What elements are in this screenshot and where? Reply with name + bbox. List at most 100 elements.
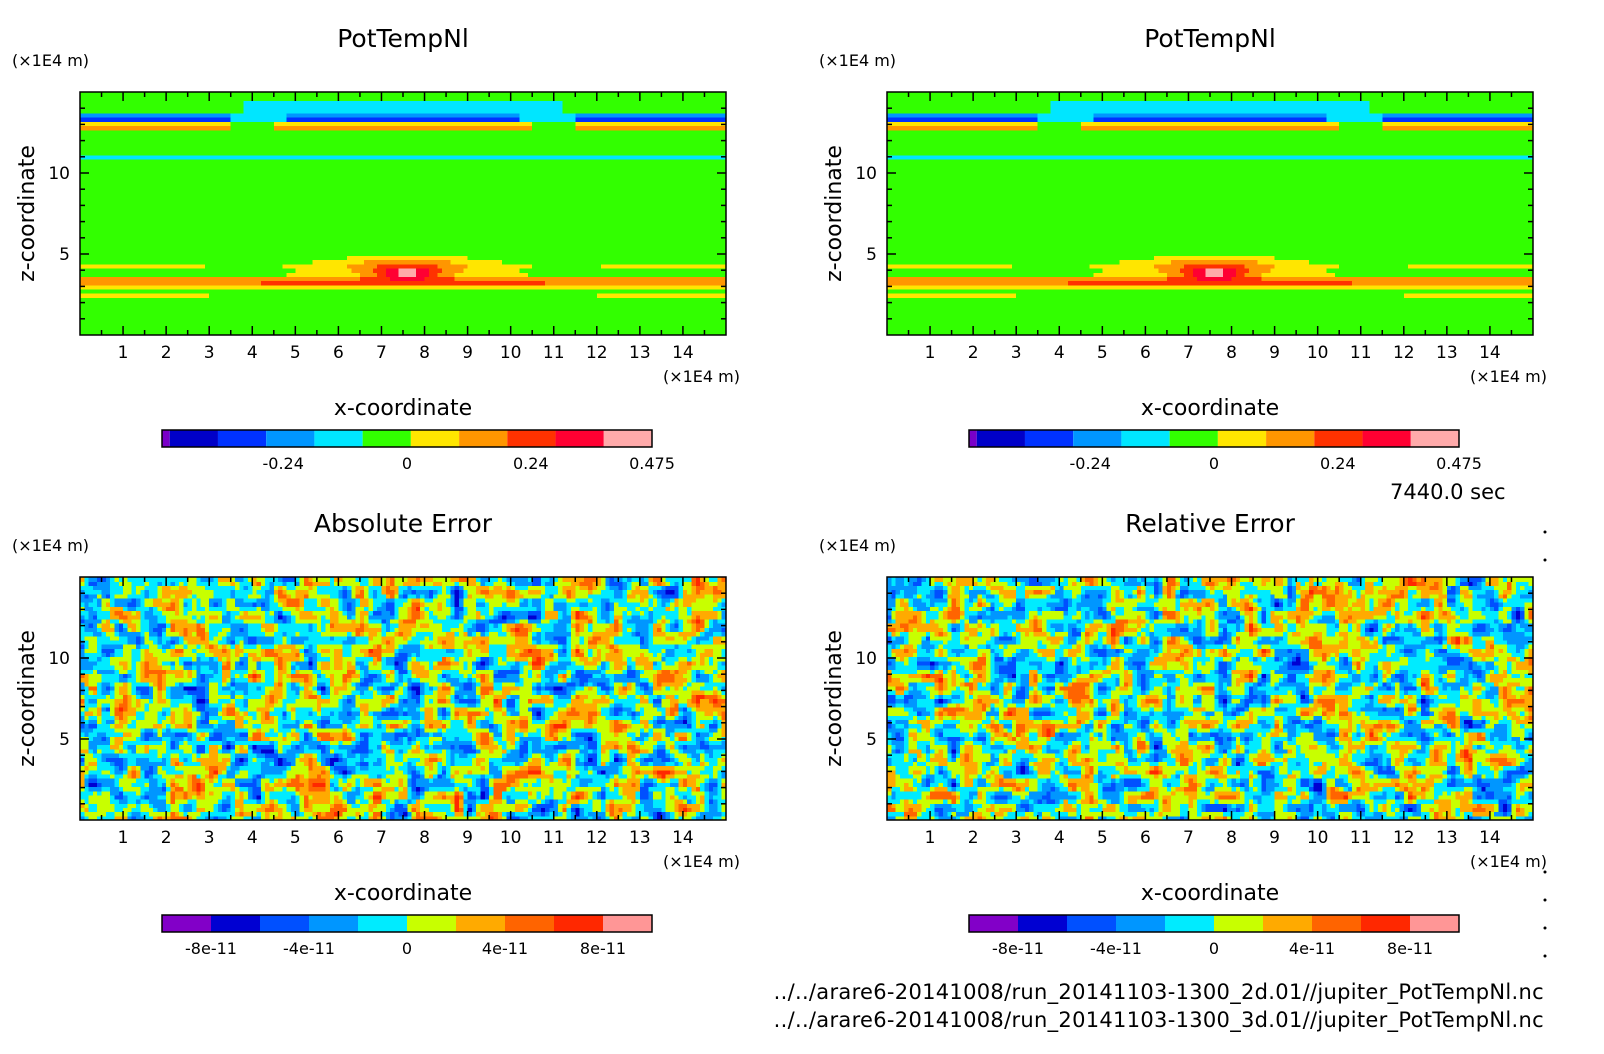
- heatmap-cell: [347, 310, 352, 315]
- heatmap-cell: [304, 318, 309, 323]
- heatmap-cell: [136, 327, 141, 332]
- heatmap-cell: [554, 318, 559, 323]
- heatmap-cell: [394, 306, 399, 311]
- heatmap-cell: [114, 314, 119, 319]
- heatmap-cell: [325, 318, 330, 323]
- heatmap-cell: [692, 322, 697, 327]
- heatmap-cell: [549, 318, 554, 323]
- heatmap-cell: [145, 322, 150, 327]
- heatmap-cell: [463, 318, 468, 323]
- heatmap-cell: [347, 306, 352, 311]
- heatmap-cell: [334, 314, 339, 319]
- heatmap-cell: [110, 301, 115, 306]
- heatmap-cell: [235, 322, 240, 327]
- heatmap-cell: [640, 310, 645, 315]
- heatmap-cell: [338, 318, 343, 323]
- heatmap-cell: [179, 318, 184, 323]
- heatmap-cell: [282, 322, 287, 327]
- heatmap-cell: [683, 310, 688, 315]
- heatmap-cell: [562, 318, 567, 323]
- heatmap-cell: [403, 306, 408, 311]
- heatmap-cell: [300, 310, 305, 315]
- heatmap-cell: [636, 306, 641, 311]
- heatmap-cell: [321, 314, 326, 319]
- heatmap-cell: [515, 310, 520, 315]
- heatmap-cell: [261, 318, 266, 323]
- heatmap-cell: [537, 318, 542, 323]
- heatmap-cell: [347, 314, 352, 319]
- heatmap-cell: [713, 310, 718, 315]
- heatmap-cell: [196, 306, 201, 311]
- heatmap-cell: [386, 306, 391, 311]
- heatmap-cell: [644, 306, 649, 311]
- heatmap-cell: [459, 318, 464, 323]
- heatmap-cell: [648, 310, 653, 315]
- heatmap-cell: [558, 306, 563, 311]
- heatmap-cell: [459, 306, 464, 311]
- heatmap-cell: [218, 318, 223, 323]
- heatmap-cell: [412, 327, 417, 332]
- heatmap-cell: [166, 306, 171, 311]
- heatmap-cell: [166, 314, 171, 319]
- heatmap-cell: [274, 322, 279, 327]
- heatmap-cell: [153, 327, 158, 332]
- heatmap-cell: [567, 322, 572, 327]
- heatmap-cell: [123, 301, 128, 306]
- heatmap-cell: [84, 301, 89, 306]
- heatmap-cell: [244, 318, 249, 323]
- heatmap-cell: [179, 322, 184, 327]
- heatmap-cell: [149, 318, 154, 323]
- heatmap-cell: [244, 322, 249, 327]
- heatmap-cell: [136, 314, 141, 319]
- heatmap-cell: [425, 310, 430, 315]
- heatmap-cell: [201, 301, 206, 306]
- heatmap-cell: [231, 314, 236, 319]
- heatmap-cell: [472, 318, 477, 323]
- heatmap-cell: [265, 310, 270, 315]
- heatmap-cell: [481, 306, 486, 311]
- heatmap-cell: [201, 310, 206, 315]
- heatmap-cell: [330, 314, 335, 319]
- heatmap-cell: [239, 306, 244, 311]
- heatmap-cell: [524, 327, 529, 332]
- heatmap-cell: [696, 306, 701, 311]
- heatmap-cell: [183, 322, 188, 327]
- heatmap-cell: [597, 318, 602, 323]
- heatmap-cell: [295, 314, 300, 319]
- heatmap-cell: [709, 322, 714, 327]
- heatmap-cell: [666, 306, 671, 311]
- heatmap-cell: [674, 322, 679, 327]
- heatmap-cell: [541, 327, 546, 332]
- heatmap-cell: [381, 314, 386, 319]
- heatmap-cell: [692, 310, 697, 315]
- heatmap-cell: [360, 314, 365, 319]
- heatmap-cell: [136, 318, 141, 323]
- heatmap-cell: [631, 318, 636, 323]
- heatmap-cell: [618, 310, 623, 315]
- heatmap-cell: [524, 322, 529, 327]
- heatmap-cell: [653, 314, 658, 319]
- heatmap-cell: [455, 318, 460, 323]
- heatmap-cell: [597, 306, 602, 311]
- heatmap-cell: [515, 327, 520, 332]
- heatmap-cell: [519, 310, 524, 315]
- heatmap-cell: [450, 310, 455, 315]
- heatmap-cell: [132, 327, 137, 332]
- heatmap-cell: [571, 322, 576, 327]
- heatmap-cell: [437, 314, 442, 319]
- heatmap-cell: [433, 306, 438, 311]
- heatmap-cell: [670, 314, 675, 319]
- heatmap-cell: [140, 301, 145, 306]
- heatmap-cell: [381, 306, 386, 311]
- heatmap-cell: [89, 301, 94, 306]
- heatmap-cell: [274, 314, 279, 319]
- heatmap-cell: [575, 322, 580, 327]
- heatmap-cell: [89, 314, 94, 319]
- heatmap-cell: [459, 327, 464, 332]
- heatmap-cell: [489, 306, 494, 311]
- heatmap-cell: [498, 306, 503, 311]
- heatmap-cell: [696, 314, 701, 319]
- heatmap-cell: [170, 314, 175, 319]
- heatmap-cell: [192, 306, 197, 311]
- heatmap-cell: [481, 327, 486, 332]
